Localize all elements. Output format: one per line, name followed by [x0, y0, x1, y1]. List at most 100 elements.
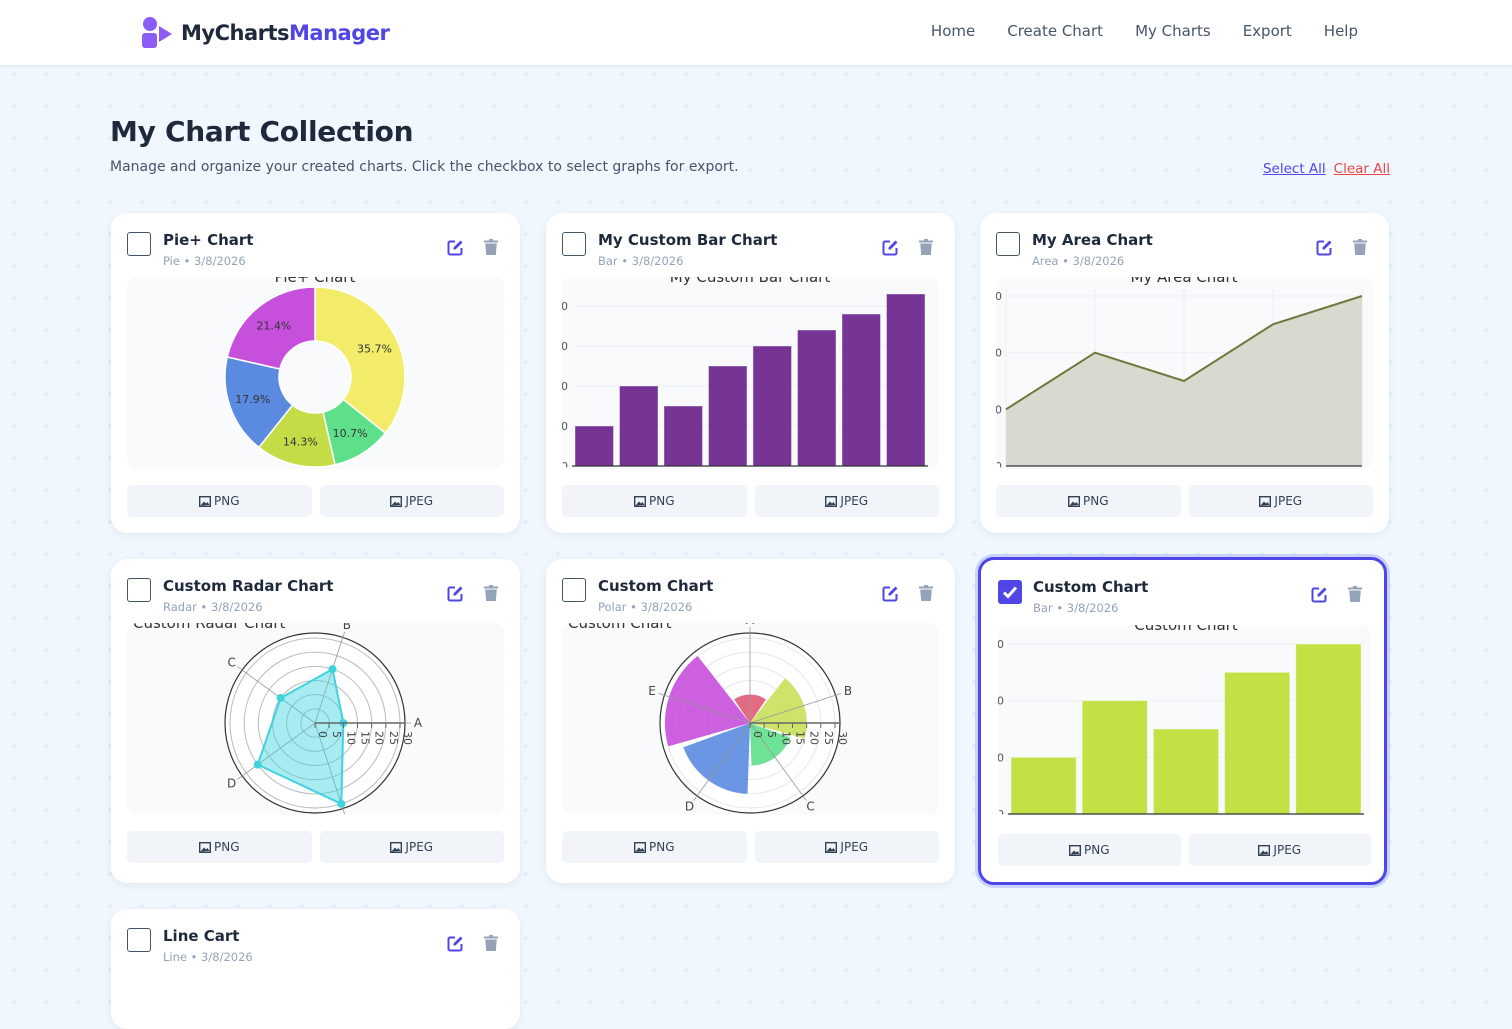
trash-icon[interactable]: [484, 935, 498, 951]
select-all-link[interactable]: Select All: [1262, 161, 1326, 177]
x-tick-label: F: [814, 467, 820, 469]
card-meta: Bar • 3/8/2026: [598, 254, 684, 268]
select-checkbox[interactable]: [127, 232, 151, 256]
jpeg-label: JPEG: [1273, 843, 1302, 857]
export-png-button[interactable]: PNG: [562, 485, 747, 517]
chart-card: Custom Chart Bar • 3/8/2026 Custom Chart…: [978, 557, 1387, 885]
export-png-button[interactable]: PNG: [562, 831, 747, 863]
card-meta: Polar • 3/8/2026: [598, 600, 693, 614]
edit-icon[interactable]: [447, 935, 464, 952]
x-tick-label: G: [857, 467, 866, 469]
radial-tick-label: 0: [316, 731, 329, 738]
export-buttons: PNG JPEG: [127, 485, 504, 517]
nav-my-charts[interactable]: My Charts: [1135, 22, 1211, 40]
card-title: Custom Chart: [598, 577, 714, 595]
select-checkbox[interactable]: [127, 578, 151, 602]
chart-preview: Custom Chart 0 10 20 30 A B C D E: [998, 625, 1371, 816]
nav-export[interactable]: Export: [1242, 22, 1292, 40]
trash-icon[interactable]: [919, 239, 933, 255]
bar: [886, 293, 926, 467]
slice-label: 21.4%: [256, 319, 291, 332]
card-title: Line Cart: [163, 927, 240, 945]
select-checkbox[interactable]: [998, 580, 1022, 604]
card-meta: Area • 3/8/2026: [1032, 254, 1125, 268]
export-jpeg-button[interactable]: JPEG: [319, 831, 504, 863]
select-checkbox[interactable]: [996, 232, 1020, 256]
edit-icon[interactable]: [882, 239, 899, 256]
x-tick-label: H: [902, 467, 910, 469]
trash-icon[interactable]: [1348, 586, 1362, 602]
radar-point: [337, 799, 346, 808]
export-jpeg-button[interactable]: JPEG: [1188, 834, 1371, 866]
nav-home[interactable]: Home: [930, 22, 976, 40]
export-png-button[interactable]: PNG: [996, 485, 1181, 517]
radial-tick-label: 30: [836, 731, 849, 745]
logo-text-accent: Manager: [289, 21, 390, 45]
export-jpeg-button[interactable]: JPEG: [754, 485, 939, 517]
trash-icon[interactable]: [484, 585, 498, 601]
export-jpeg-button[interactable]: JPEG: [754, 831, 939, 863]
radial-tick-label: 5: [765, 731, 778, 738]
export-jpeg-button[interactable]: JPEG: [319, 485, 504, 517]
angular-label: E: [648, 684, 656, 698]
export-png-button[interactable]: PNG: [998, 834, 1181, 866]
radial-tick-label: 25: [822, 731, 835, 745]
export-buttons: PNG JPEG: [996, 485, 1373, 517]
logo[interactable]: MyChartsManager: [141, 17, 390, 49]
image-icon: [633, 841, 646, 853]
selection-links: Select All Clear All: [1263, 161, 1390, 177]
export-jpeg-button[interactable]: JPEG: [1188, 485, 1373, 517]
y-tick-label: 0: [562, 460, 568, 469]
x-tick-label: C: [1180, 467, 1188, 469]
export-buttons: PNG JPEG: [562, 485, 939, 517]
x-tick-label: D: [1253, 815, 1261, 816]
image-icon: [1259, 495, 1272, 507]
export-png-button[interactable]: PNG: [127, 831, 312, 863]
radar-point: [253, 760, 262, 769]
image-icon: [1067, 495, 1080, 507]
bar: [1295, 643, 1362, 815]
trash-icon[interactable]: [484, 239, 498, 255]
jpeg-label: JPEG: [405, 494, 434, 508]
image-icon: [198, 841, 211, 853]
edit-icon[interactable]: [447, 239, 464, 256]
y-tick-label: 10: [562, 420, 568, 433]
x-tick-label: A: [590, 467, 598, 469]
image-icon: [825, 841, 838, 853]
export-png-button[interactable]: PNG: [127, 485, 312, 517]
x-tick-label: D: [1269, 467, 1277, 469]
select-checkbox[interactable]: [562, 232, 586, 256]
radial-tick-label: 30: [401, 731, 414, 745]
slice-label: 14.3%: [283, 435, 318, 448]
chart-card: Custom Chart Polar • 3/8/2026 Custom Cha…: [546, 559, 955, 883]
edit-icon[interactable]: [882, 585, 899, 602]
bar: [797, 329, 837, 467]
select-checkbox[interactable]: [127, 928, 151, 952]
chart-card: Line Cart Line • 3/8/2026: [111, 909, 520, 1029]
jpeg-label: JPEG: [840, 840, 869, 854]
png-label: PNG: [1082, 494, 1109, 508]
select-checkbox[interactable]: [562, 578, 586, 602]
trash-icon[interactable]: [1353, 239, 1367, 255]
angular-axis: [693, 722, 751, 801]
x-tick-label: B: [1111, 815, 1119, 816]
clear-all-link[interactable]: Clear All: [1333, 161, 1390, 177]
radial-tick-label: 10: [779, 731, 792, 745]
trash-icon[interactable]: [919, 585, 933, 601]
edit-icon[interactable]: [1316, 239, 1333, 256]
radar-point: [328, 665, 337, 674]
png-label: PNG: [213, 840, 240, 854]
bar: [708, 365, 748, 467]
radial-tick-label: 15: [794, 731, 807, 745]
jpeg-label: JPEG: [840, 494, 869, 508]
chart-title: Pie+ Chart: [275, 277, 356, 286]
nav-create-chart[interactable]: Create Chart: [1007, 22, 1104, 40]
y-tick-label: 20: [562, 380, 568, 393]
png-label: PNG: [648, 840, 675, 854]
export-buttons: PNG JPEG: [127, 831, 504, 863]
x-tick-label: E: [1325, 815, 1332, 816]
edit-icon[interactable]: [1311, 586, 1328, 603]
edit-icon[interactable]: [447, 585, 464, 602]
chart-svg: My Custom Bar Chart 0 10 20 30 40 A B C D E F G H: [562, 277, 928, 469]
nav-help[interactable]: Help: [1323, 22, 1358, 40]
